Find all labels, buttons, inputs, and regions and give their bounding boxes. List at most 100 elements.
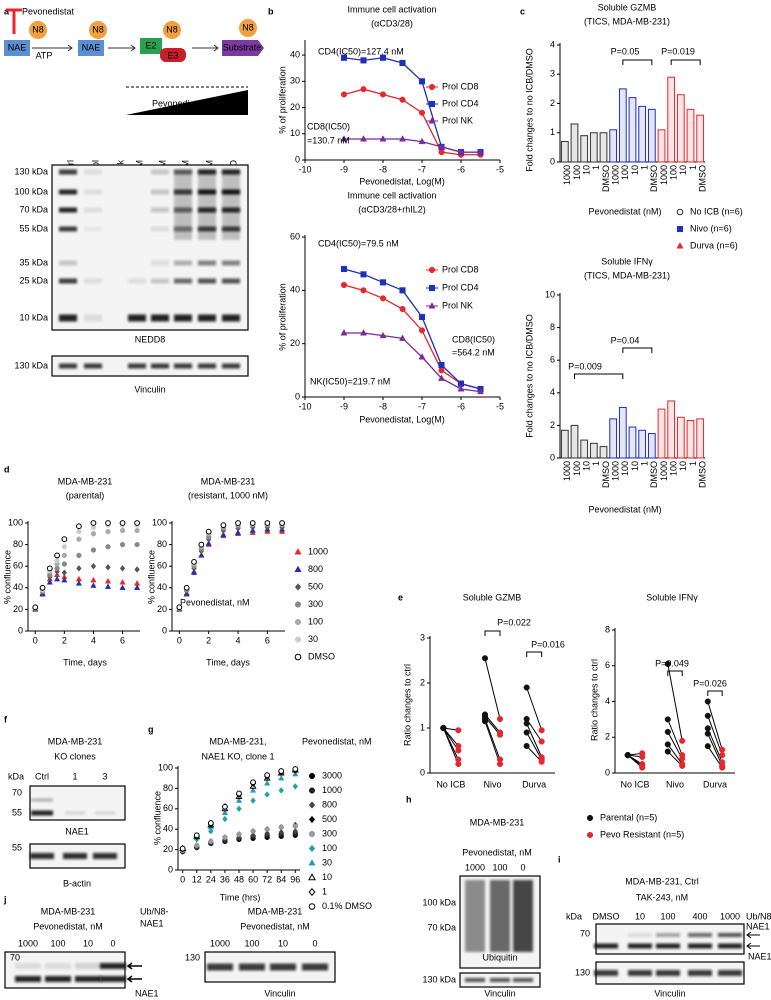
data-point — [119, 579, 126, 585]
panel-letter: h — [406, 794, 412, 804]
data-point — [455, 727, 462, 734]
x-tick-label: 100 — [669, 461, 679, 476]
bar — [686, 420, 695, 459]
data-point — [61, 561, 68, 567]
data-point — [455, 760, 462, 768]
bar — [599, 446, 608, 459]
x-tick-label: DMSO — [698, 461, 708, 488]
annotation: P=0.04 — [611, 335, 640, 345]
data-point — [76, 536, 82, 542]
data-point — [119, 584, 126, 590]
blot-title: Pevonedistat, nM — [240, 921, 310, 931]
dose-wedge — [126, 90, 248, 115]
lane-label: 1 — [72, 771, 77, 781]
x-tick-label: 1000 — [611, 165, 621, 185]
pathway-label: N8 — [242, 22, 254, 32]
x-tick-label: -7 — [418, 401, 426, 411]
legend-marker — [428, 266, 436, 274]
kda-marker: 35 kDa — [19, 257, 48, 267]
legend-label: 1 — [322, 886, 327, 896]
lane-label: 3 — [102, 771, 107, 781]
sig-bracket — [670, 59, 701, 65]
bar — [570, 123, 579, 163]
lane-label: 1000 — [720, 911, 740, 921]
data-point — [418, 78, 426, 85]
lane-label: 0 — [312, 938, 317, 948]
legend-label: DMSO — [308, 651, 335, 661]
data-point — [119, 541, 126, 548]
data-point — [523, 729, 530, 736]
series-line — [344, 138, 481, 153]
blot-band — [84, 189, 102, 195]
lane-label: 10 — [83, 938, 93, 948]
data-point — [194, 842, 200, 849]
x-tick-label: 48 — [234, 874, 244, 884]
annotation: CD4(IC50)=127.4 nM — [318, 46, 404, 56]
bar — [657, 129, 666, 163]
y-tick-label: 60 — [13, 561, 23, 571]
blot-title: MDA-MB-231 — [48, 736, 103, 746]
x-tick-label: No ICB — [620, 779, 649, 789]
y-axis-title: % of proliferation — [277, 66, 287, 134]
kda-marker: 100 kDa — [14, 186, 48, 196]
data-point — [704, 712, 711, 719]
blot-band — [128, 314, 146, 322]
x-tick-label: Durva — [522, 779, 546, 789]
lane-label: 100 — [50, 938, 65, 948]
data-point — [119, 520, 126, 526]
data-point — [250, 832, 256, 839]
arrow — [108, 44, 136, 52]
x-tick-label: 0 — [33, 635, 38, 645]
pair-line — [484, 658, 501, 720]
data-point — [278, 787, 284, 794]
legend-label: Prol CD4 — [442, 98, 479, 108]
data-point — [193, 832, 200, 839]
lane-label: 0 — [520, 862, 525, 872]
chart-title: Immune cell activation — [347, 4, 436, 14]
blot-title: Pevonedistat, nM — [33, 921, 103, 931]
legend-label: Nivo (n=6) — [690, 223, 732, 233]
legend-marker — [308, 830, 316, 838]
y-axis-title: % confluence — [2, 550, 12, 604]
x-tick-label: 100 — [620, 461, 630, 476]
data-point — [250, 797, 256, 804]
data-point — [639, 764, 646, 771]
blot-band — [628, 970, 652, 976]
legend-marker — [308, 772, 316, 780]
data-point — [437, 143, 446, 150]
lane-label: 10 — [278, 938, 288, 948]
data-point — [39, 584, 46, 591]
bar — [696, 114, 705, 163]
legend-marker — [428, 284, 436, 292]
data-point — [134, 584, 141, 590]
data-point — [340, 265, 348, 273]
data-point — [719, 764, 726, 771]
data-point — [399, 96, 406, 103]
y-tick-label: 4 — [605, 696, 610, 706]
kda-marker: 55 kDa — [19, 223, 48, 233]
blot-band — [239, 963, 265, 971]
data-point — [418, 137, 426, 145]
legend-label: 800 — [322, 799, 337, 809]
data-point — [208, 827, 214, 835]
y-tick-label: 100 — [152, 517, 167, 527]
kda-marker: 70 — [580, 928, 590, 938]
data-point — [61, 576, 68, 583]
chart-title: MDA-MB-231 — [201, 476, 256, 486]
y-tick-label: 80 — [163, 783, 173, 793]
data-point — [457, 148, 465, 155]
pair-line — [526, 732, 543, 760]
chart-subtitle: (resistant, 1000 nM) — [188, 490, 268, 500]
blot-band — [84, 314, 102, 322]
bar — [609, 129, 618, 163]
legend-label: 100 — [322, 843, 337, 853]
arrow — [126, 962, 142, 970]
data-point — [664, 741, 671, 748]
blot-smear — [222, 170, 240, 240]
x-tick-label: 84 — [276, 874, 286, 884]
legend-marker — [308, 887, 316, 897]
bar — [667, 400, 676, 459]
y-tick-label: 100 — [8, 517, 23, 527]
x-tick-label: 10 — [582, 165, 592, 175]
